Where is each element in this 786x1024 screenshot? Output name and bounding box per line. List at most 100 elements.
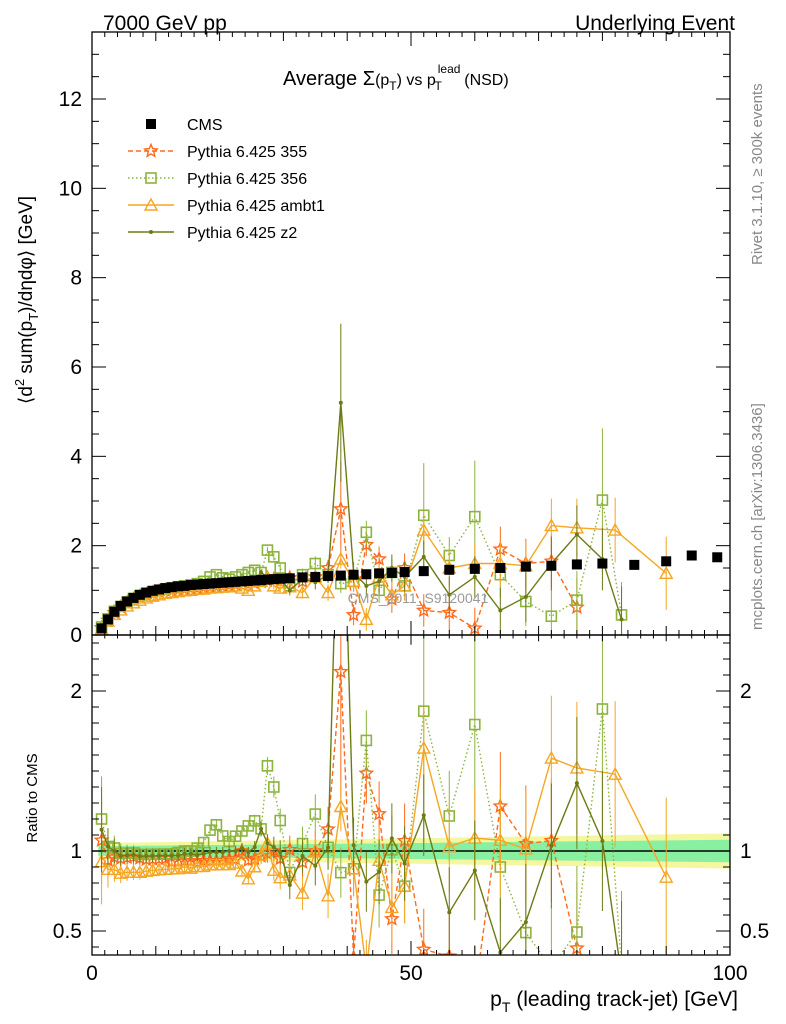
- point-cms: [147, 585, 158, 596]
- x-tick-label: 100: [712, 962, 747, 985]
- plot-title: Average Σ(pT) vs plead T (NSD): [283, 62, 509, 93]
- ratio-point-z2: [105, 844, 110, 849]
- point-cms: [297, 572, 308, 583]
- ratio-point-z2: [112, 849, 117, 853]
- ratio-point-z2: [447, 910, 452, 915]
- legend-item-cms: CMS: [146, 117, 223, 134]
- ratio-point-ambt1: [320, 888, 336, 902]
- series-ambt1-ratio-line: [101, 747, 667, 955]
- point-z2: [259, 570, 264, 575]
- ratio-point-p356: [261, 760, 274, 772]
- point-p355: [358, 536, 375, 552]
- point-cms: [243, 575, 254, 586]
- point-ambt1: [273, 580, 288, 594]
- ratio-point-z2: [300, 853, 305, 858]
- series-ambt1-line: [101, 524, 667, 630]
- ratio-point-p355: [332, 663, 349, 679]
- ratio-point-p355: [281, 841, 298, 857]
- ratio-point-z2: [220, 850, 225, 855]
- series-p356-line: [101, 499, 623, 628]
- y-tick-label-ratio: 0.5: [53, 920, 82, 943]
- point-cms: [335, 570, 346, 581]
- ratio-point-ambt1: [442, 839, 457, 853]
- ratio-point-z2: [574, 781, 579, 786]
- point-p356: [274, 562, 287, 574]
- ratio-point-ambt1: [253, 847, 269, 861]
- header-left: 7000 GeV pp: [103, 12, 227, 35]
- ratio-point-p355: [358, 765, 375, 781]
- point-p356: [545, 610, 558, 623]
- point-cms: [268, 574, 279, 585]
- header-right: Underlying Event: [575, 12, 735, 35]
- point-cms: [236, 576, 247, 587]
- ratio-point-z2: [246, 850, 251, 855]
- ratio-point-z2: [472, 868, 477, 873]
- ratio-point-z2: [239, 846, 244, 851]
- point-ambt1: [544, 518, 559, 532]
- point-cms: [546, 560, 557, 571]
- point-ambt1: [320, 585, 336, 599]
- point-cms: [275, 573, 286, 584]
- x-tick-label: 0: [86, 962, 98, 985]
- y-tick-label-main: 6: [70, 356, 82, 379]
- legend-label: Pythia 6.425 z2: [187, 225, 297, 242]
- legend-label: CMS: [187, 117, 223, 134]
- point-cms: [198, 579, 209, 590]
- ratio-point-ambt1: [266, 862, 282, 876]
- ratio-point-p356: [468, 718, 481, 731]
- ratio-point-ambt1: [177, 859, 192, 873]
- point-p356: [261, 544, 274, 556]
- series-p355-ratio-line: [100, 671, 578, 955]
- y-axis-label-ratio: Ratio to CMS: [24, 753, 41, 842]
- point-cms: [712, 552, 723, 563]
- point-cms: [444, 564, 455, 575]
- ratio-point-z2: [377, 869, 382, 874]
- point-cms: [134, 589, 145, 600]
- point-cms: [173, 581, 184, 592]
- ratio-point-z2: [259, 826, 264, 831]
- legend-item-p356: Pythia 6.425 356: [128, 171, 307, 188]
- ratio-point-p355: [469, 988, 481, 1000]
- ratio-point-p356: [571, 926, 583, 938]
- ratio-point-p356: [335, 866, 347, 879]
- point-p356: [309, 557, 322, 570]
- point-cms: [230, 576, 241, 587]
- point-cms: [96, 623, 107, 634]
- y-tick-label-main: 10: [59, 177, 82, 200]
- legend-marker-ambt1: [143, 197, 159, 211]
- y-axis-label-main: ⟨d2 sum(pT)/dηdφ⟩ [GeV]: [12, 196, 41, 404]
- ratio-point-z2: [195, 853, 200, 858]
- point-p356: [571, 594, 583, 606]
- ratio-point-z2: [227, 849, 232, 853]
- point-cms: [109, 606, 120, 617]
- y-tick-label-main: 4: [70, 445, 82, 468]
- ratio-point-z2: [125, 853, 130, 858]
- ratio-point-p356: [617, 960, 627, 970]
- point-ambt1: [333, 551, 348, 565]
- point-cms: [115, 600, 126, 611]
- x-axis-label: pT (leading track-jet) [GeV]: [490, 988, 738, 1015]
- ratio-point-p356: [546, 963, 556, 973]
- ratio-point-z2: [201, 851, 206, 856]
- ratio-point-z2: [402, 861, 407, 866]
- ratio-point-z2: [389, 836, 394, 841]
- point-ambt1: [266, 578, 282, 592]
- ratio-point-ambt1: [295, 885, 310, 899]
- legend-marker-cms: [146, 119, 156, 129]
- point-z2: [421, 554, 426, 559]
- point-cms: [262, 574, 273, 585]
- ratio-point-p356: [309, 808, 322, 820]
- ratio-point-z2: [252, 845, 257, 850]
- ratio-point-z2: [313, 863, 318, 868]
- point-cms: [160, 583, 171, 594]
- point-cms: [122, 596, 133, 607]
- ratio-point-ambt1: [360, 964, 372, 975]
- point-z2: [364, 583, 369, 588]
- point-cms: [185, 579, 196, 590]
- legend-marker-p355: [143, 142, 159, 158]
- ratio-point-ambt1: [234, 863, 250, 877]
- legend-item-p355: Pythia 6.425 355: [128, 142, 307, 161]
- ratio-point-ambt1: [228, 855, 243, 869]
- y-tick-label-main: 0: [70, 624, 82, 647]
